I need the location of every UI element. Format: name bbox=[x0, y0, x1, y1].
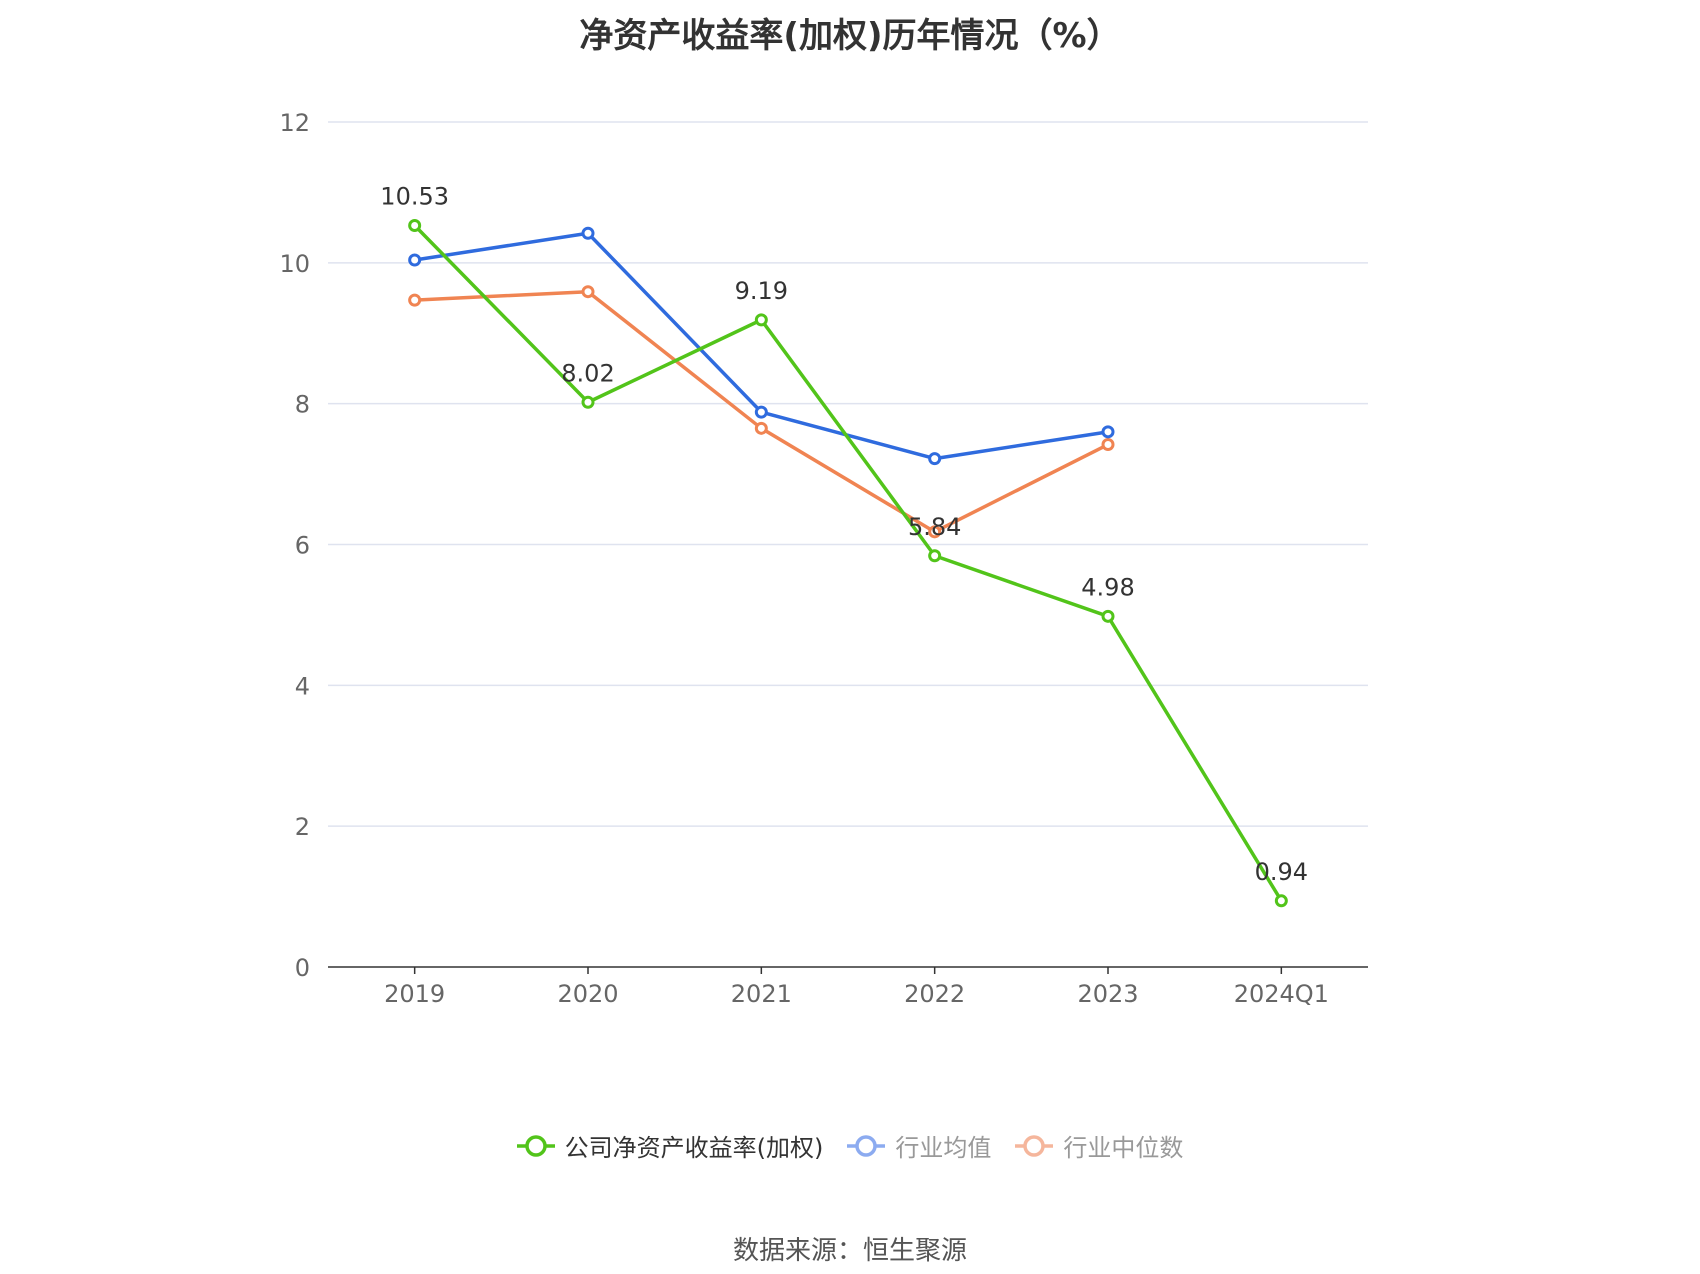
axes: 0 2 4 6 8 10 12 2019 2020 2021 2022 2023 2024Q1 bbox=[279, 109, 1368, 1008]
data-label: 4.98 bbox=[1081, 573, 1134, 601]
data-point bbox=[928, 452, 942, 466]
y-tick-label: 10 bbox=[279, 250, 310, 278]
series-lines bbox=[408, 219, 1288, 908]
data-label: 0.94 bbox=[1255, 858, 1308, 886]
legend-label: 行业均值 bbox=[895, 1134, 992, 1162]
data-label: 9.19 bbox=[735, 277, 788, 305]
series-0 bbox=[408, 219, 1288, 908]
y-tick-label: 4 bbox=[295, 672, 310, 700]
data-point bbox=[1274, 894, 1288, 908]
legend-label: 行业中位数 bbox=[1063, 1134, 1184, 1162]
x-tick-label: 2023 bbox=[1077, 980, 1138, 1008]
data-point bbox=[1101, 438, 1115, 452]
data-point bbox=[408, 293, 422, 307]
legend-marker-icon bbox=[847, 1134, 886, 1157]
data-point bbox=[928, 525, 942, 539]
y-tick-label: 12 bbox=[279, 109, 310, 137]
data-label: 10.53 bbox=[380, 183, 449, 211]
data-point bbox=[928, 549, 942, 563]
data-point bbox=[754, 421, 768, 435]
data-point bbox=[1101, 609, 1115, 623]
data-point bbox=[581, 395, 595, 409]
y-tick-label: 0 bbox=[295, 954, 310, 982]
grid-lines bbox=[328, 121, 1368, 827]
data-labels: 10.53 8.02 9.19 5.84 4.98 0.94 bbox=[380, 183, 1308, 886]
y-tick-label: 2 bbox=[295, 813, 310, 841]
legend-label: 公司净资产收益率(加权) bbox=[564, 1134, 824, 1162]
x-tick-label: 2022 bbox=[904, 980, 965, 1008]
legend-marker-icon bbox=[1015, 1134, 1054, 1157]
legend: 公司净资产收益率(加权) 行业均值 行业中位数 bbox=[0, 1128, 1700, 1163]
x-tick-label: 2021 bbox=[731, 980, 792, 1008]
data-point bbox=[581, 226, 595, 240]
legend-item-1[interactable]: 行业均值 bbox=[847, 1128, 991, 1163]
data-label: 8.02 bbox=[561, 359, 614, 387]
y-tick-label: 6 bbox=[295, 532, 310, 560]
chart-title: 净资产收益率(加权)历年情况（%） bbox=[579, 16, 1121, 56]
data-point bbox=[408, 219, 422, 233]
data-point bbox=[754, 405, 768, 419]
data-source-note: 数据来源：恒生聚源 bbox=[732, 1236, 967, 1266]
x-tick-label: 2019 bbox=[384, 980, 445, 1008]
legend-item-2[interactable]: 行业中位数 bbox=[1015, 1128, 1183, 1163]
x-tick-label: 2024Q1 bbox=[1234, 980, 1329, 1008]
data-label: 5.84 bbox=[908, 513, 961, 541]
x-tick-label: 2020 bbox=[557, 980, 618, 1008]
y-tick-label: 8 bbox=[295, 391, 310, 419]
legend-marker-icon bbox=[516, 1134, 555, 1157]
data-point bbox=[408, 253, 422, 267]
legend-item-0[interactable]: 公司净资产收益率(加权) bbox=[516, 1128, 824, 1163]
series-line bbox=[413, 224, 1283, 902]
series-2 bbox=[408, 285, 1115, 539]
data-point bbox=[754, 313, 768, 327]
data-point bbox=[1101, 425, 1115, 439]
data-point bbox=[581, 285, 595, 299]
series-1 bbox=[408, 226, 1115, 466]
